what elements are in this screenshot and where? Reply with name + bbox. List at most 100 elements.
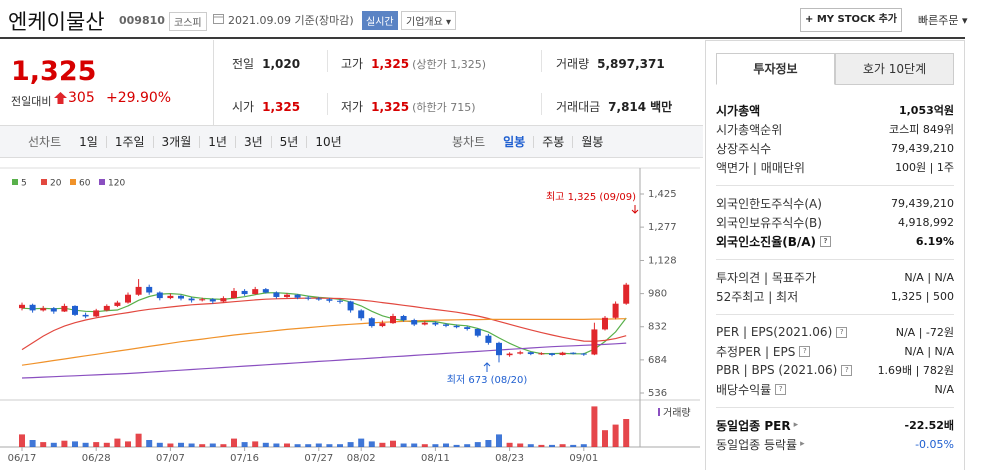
info-row: 외국인한도주식수(A) 79,439,210	[716, 194, 954, 213]
line-chart-label: 선차트	[28, 135, 62, 149]
info-icon[interactable]: ?	[820, 235, 832, 247]
info-row: 상장주식수 79,439,210	[716, 139, 954, 158]
info-value: 1,325 | 500	[890, 289, 954, 303]
candle-body	[209, 299, 216, 302]
info-row: 외국인소진율(B/A)? 6.19%	[716, 232, 954, 251]
period-tab[interactable]: 1일	[79, 134, 98, 149]
realtime-badge[interactable]: 실시간	[362, 11, 398, 30]
info-icon[interactable]: ?	[836, 326, 848, 338]
volume-bar	[135, 433, 142, 447]
info-tab[interactable]: 투자정보	[716, 53, 835, 85]
candle-body	[315, 298, 322, 300]
divider	[327, 50, 328, 72]
candle-body	[496, 342, 502, 356]
info-icon[interactable]: ?	[799, 345, 811, 357]
info-label: 시가총액순위	[716, 122, 783, 137]
info-row: 52주최고 | 최저 1,325 | 500	[716, 287, 954, 306]
info-label-wrap: 추정PER | EPS?	[716, 343, 811, 360]
y-tick-label: 1,128	[648, 255, 677, 266]
current-price: 1,325	[11, 56, 97, 87]
x-tick-label: 06/17	[8, 453, 37, 464]
info-value: 6.19%	[915, 234, 954, 248]
volume-bar	[178, 442, 184, 447]
period-tab[interactable]: 1주일	[105, 135, 153, 148]
high-annotation: 최고 1,325 (09/09)	[546, 191, 636, 203]
candle-body	[231, 290, 237, 299]
candle-body	[305, 297, 312, 299]
period-tab[interactable]: 3개월	[152, 135, 200, 148]
info-row: 액면가 | 매매단위 100원 | 1주	[716, 158, 954, 177]
quote-label: 거래대금	[556, 100, 601, 114]
volume-bar	[347, 442, 354, 447]
info-value: 4,918,992	[898, 215, 954, 229]
x-tick-label: 07/16	[230, 453, 259, 464]
candle-tab[interactable]: 월봉	[572, 135, 611, 148]
candle-body	[538, 353, 545, 355]
volume-bar	[167, 443, 174, 447]
info-row: 동일업종 PER ▸ -22.52배	[716, 416, 954, 435]
volume-bar	[252, 441, 259, 447]
quote-label: 거래량	[556, 57, 590, 71]
up-arrow-icon	[54, 92, 67, 104]
base-date: 2021.09.09 기준(장마감)	[228, 14, 354, 27]
period-tab[interactable]: 5년	[270, 135, 307, 148]
period-tab[interactable]: 3년	[234, 135, 271, 148]
quote-cell: 전일 1,020	[232, 53, 300, 72]
link-arrow[interactable]: ▸	[793, 420, 799, 430]
candle-body	[379, 323, 386, 327]
quote-label: 시가	[232, 100, 255, 114]
info-tabs: 투자정보 호가 10단계	[716, 53, 954, 85]
x-tick-label: 09/01	[569, 453, 598, 464]
volume-bar	[580, 444, 587, 447]
candle-body	[591, 329, 598, 355]
link-arrow[interactable]: ▸	[800, 439, 805, 449]
volume-bar	[368, 441, 375, 447]
volume-bar	[241, 442, 248, 447]
volume-bar	[612, 424, 619, 447]
info-row: PBR | BPS (2021.06)? 1.69배 | 782원	[716, 361, 954, 380]
candle-body	[485, 335, 492, 343]
volume-legend-swatch	[658, 408, 660, 416]
period-tab[interactable]: 1년	[199, 135, 235, 148]
volume-bar	[29, 440, 36, 447]
info-label-wrap: 시가총액	[716, 102, 760, 119]
info-row: PER | EPS(2021.06)? N/A | -72원	[716, 323, 954, 342]
info-label-wrap: 액면가 | 매매단위	[716, 159, 805, 176]
candle-body	[506, 353, 513, 356]
candle-body	[411, 320, 418, 325]
quote-value: 5,897,371	[597, 57, 665, 71]
candle-body	[178, 295, 184, 299]
mystock-button[interactable]: + MY STOCK 추가	[800, 8, 902, 32]
y-tick-label: 980	[648, 289, 667, 300]
quote-value: 1,020	[262, 57, 301, 71]
info-label: PBR | BPS (2021.06)	[716, 363, 838, 377]
quote-value: 1,325	[371, 57, 410, 71]
overview-button[interactable]: 기업개요 ▾	[401, 11, 457, 30]
info-label: 52주최고 | 최저	[716, 289, 799, 304]
info-row: 추정PER | EPS? N/A | N/A	[716, 342, 954, 361]
candle-tab[interactable]: 주봉	[533, 135, 572, 148]
info-label: 동일업종 PER	[716, 418, 791, 433]
candle-tab[interactable]: 일봉	[503, 134, 526, 149]
volume-bar	[114, 438, 121, 447]
volume-bar	[93, 442, 100, 447]
info-value: -22.52배	[904, 419, 954, 432]
candle-body	[252, 289, 259, 295]
candle-body	[368, 318, 375, 327]
candle-body	[103, 305, 110, 311]
info-tab[interactable]: 호가 10단계	[835, 53, 954, 85]
quote-label: 전일	[232, 57, 255, 71]
volume-bar	[305, 444, 312, 447]
quick-order[interactable]: 빠른주문 ▾	[918, 14, 968, 27]
info-icon[interactable]: ?	[841, 364, 853, 376]
info-icon[interactable]: ?	[775, 383, 787, 395]
candle-body	[220, 298, 227, 302]
quote-cell: 시가 1,325	[232, 96, 300, 115]
volume-bar	[188, 443, 195, 447]
divider	[213, 40, 214, 125]
info-label-wrap: PBR | BPS (2021.06)?	[716, 363, 853, 377]
period-tab[interactable]: 10년	[306, 135, 349, 148]
volume-bar	[273, 443, 280, 447]
info-value: 100원 | 1주	[895, 161, 954, 174]
